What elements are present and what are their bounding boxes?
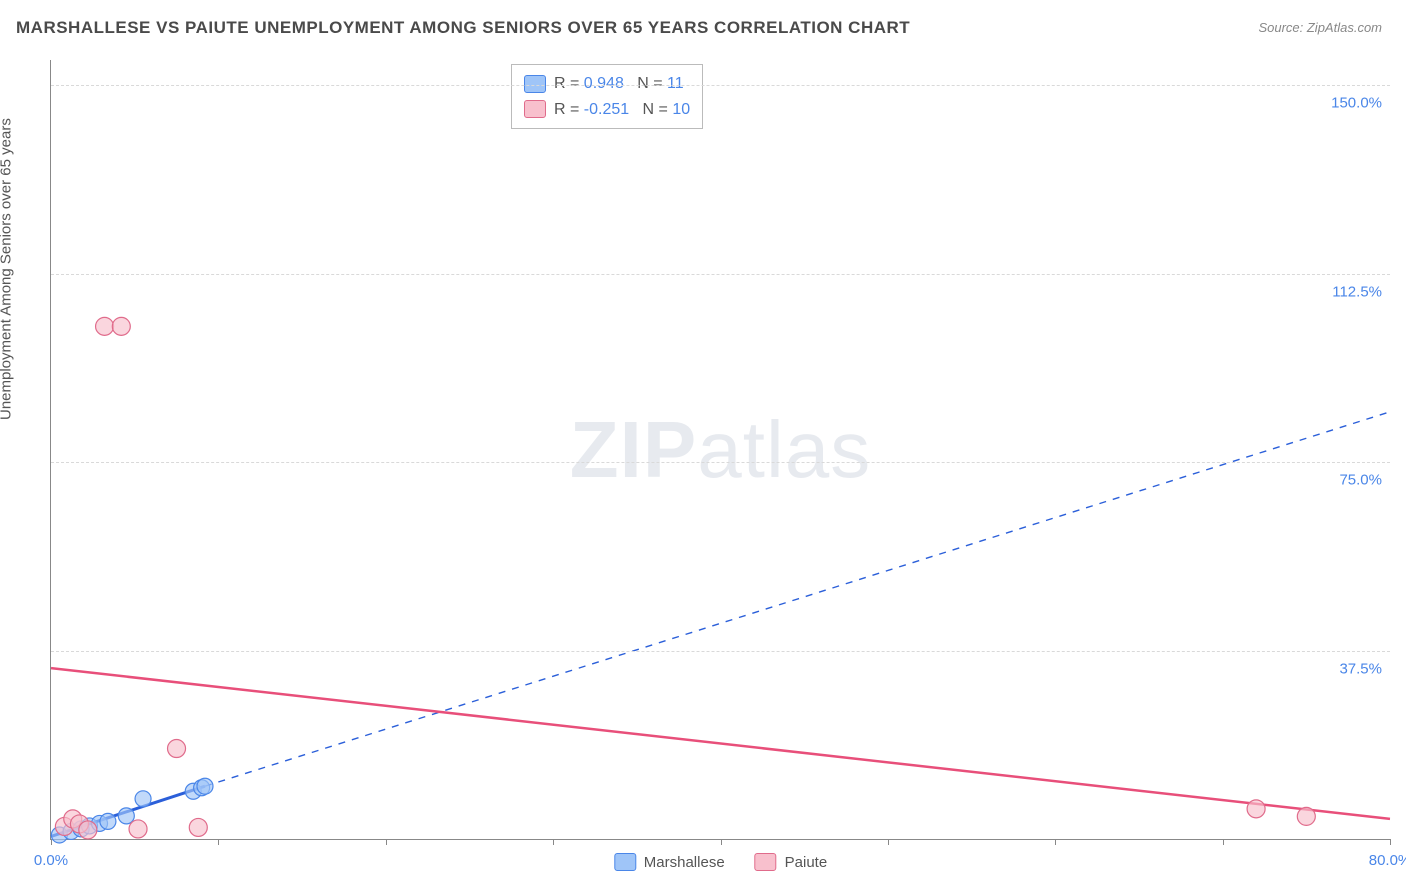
x-tick (386, 839, 387, 845)
stats-row: R = 0.948 N = 11 (524, 71, 690, 97)
x-tick (1223, 839, 1224, 845)
legend-label: Marshallese (644, 854, 725, 871)
stats-text: R = 0.948 N = 11 (554, 71, 684, 97)
x-tick (888, 839, 889, 845)
x-tick (51, 839, 52, 845)
x-tick (1055, 839, 1056, 845)
gridline-h (51, 85, 1390, 86)
x-tick (1390, 839, 1391, 845)
x-tick (218, 839, 219, 845)
y-tick-label: 37.5% (1339, 660, 1382, 677)
gridline-h (51, 651, 1390, 652)
y-tick-label: 75.0% (1339, 472, 1382, 489)
gridline-h (51, 274, 1390, 275)
plot-area: ZIPatlas R = 0.948 N = 11R = -0.251 N = … (50, 60, 1390, 840)
legend-item: Paiute (755, 853, 828, 871)
y-tick-label: 112.5% (1332, 283, 1382, 300)
x-tick-label: 80.0% (1369, 852, 1406, 869)
legend-bottom: Marshallese Paiute (614, 853, 827, 871)
stats-text: R = -0.251 N = 10 (554, 97, 690, 123)
legend-label: Paiute (785, 854, 828, 871)
legend-swatch (614, 853, 636, 871)
series-swatch (524, 75, 546, 93)
legend-item: Marshallese (614, 853, 725, 871)
chart-title: MARSHALLESE VS PAIUTE UNEMPLOYMENT AMONG… (16, 18, 910, 38)
series-swatch (524, 100, 546, 118)
y-axis-label: Unemployment Among Seniors over 65 years (0, 118, 15, 420)
plot-svg (51, 60, 1390, 839)
x-tick (721, 839, 722, 845)
y-tick-label: 150.0% (1331, 95, 1382, 112)
stats-legend-box: R = 0.948 N = 11R = -0.251 N = 10 (511, 64, 703, 129)
x-tick-label: 0.0% (34, 852, 68, 869)
x-tick (553, 839, 554, 845)
gridline-h (51, 462, 1390, 463)
legend-swatch (755, 853, 777, 871)
source-attribution: Source: ZipAtlas.com (1258, 20, 1382, 35)
stats-row: R = -0.251 N = 10 (524, 97, 690, 123)
